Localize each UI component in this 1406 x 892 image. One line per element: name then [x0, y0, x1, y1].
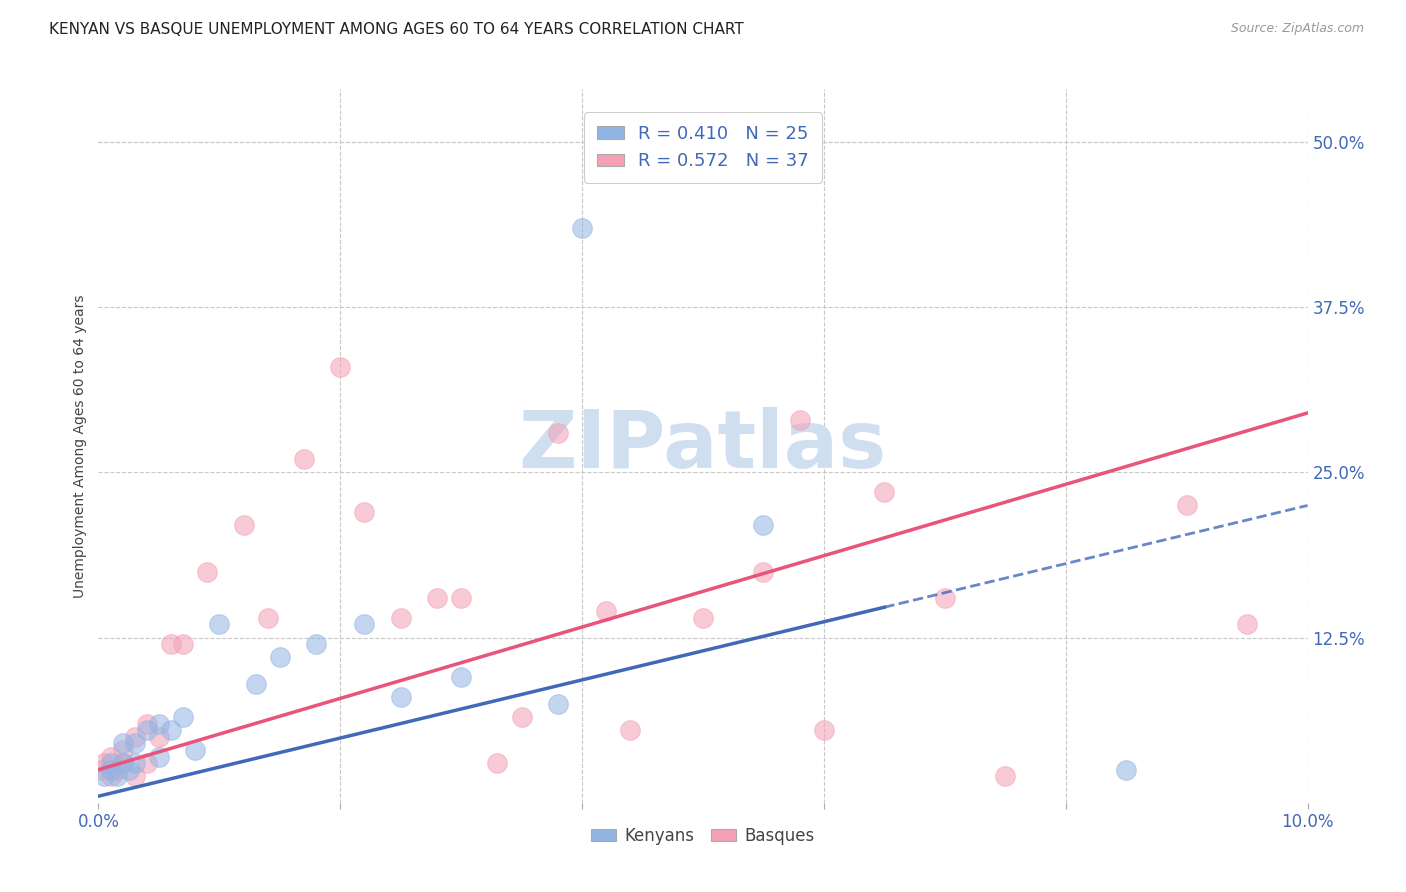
- Point: [994, 769, 1017, 783]
- Point: [571, 221, 593, 235]
- Point: [100, 749, 122, 764]
- Text: Source: ZipAtlas.com: Source: ZipAtlas.com: [1230, 22, 1364, 36]
- Point: [172, 710, 194, 724]
- Point: [450, 591, 472, 605]
- Point: [873, 485, 896, 500]
- Point: [160, 723, 183, 738]
- Point: [135, 723, 157, 738]
- Point: [124, 756, 146, 771]
- Point: [105, 769, 128, 783]
- Point: [135, 716, 157, 731]
- Point: [111, 756, 134, 771]
- Point: [510, 710, 533, 724]
- Point: [232, 518, 254, 533]
- Point: [93, 756, 115, 771]
- Point: [547, 425, 569, 440]
- Point: [353, 617, 375, 632]
- Point: [389, 611, 412, 625]
- Point: [595, 604, 617, 618]
- Point: [329, 359, 352, 374]
- Point: [93, 769, 115, 783]
- Point: [353, 505, 375, 519]
- Point: [172, 637, 194, 651]
- Point: [426, 591, 449, 605]
- Point: [547, 697, 569, 711]
- Point: [124, 769, 146, 783]
- Point: [118, 763, 141, 777]
- Point: [105, 763, 128, 777]
- Point: [100, 763, 122, 777]
- Point: [292, 452, 315, 467]
- Point: [148, 716, 170, 731]
- Point: [1236, 617, 1258, 632]
- Point: [90, 763, 112, 777]
- Point: [1175, 499, 1198, 513]
- Point: [160, 637, 183, 651]
- Point: [269, 650, 291, 665]
- Point: [195, 565, 218, 579]
- Y-axis label: Unemployment Among Ages 60 to 64 years: Unemployment Among Ages 60 to 64 years: [73, 294, 87, 598]
- Point: [692, 611, 714, 625]
- Point: [124, 736, 146, 750]
- Point: [208, 617, 231, 632]
- Point: [450, 670, 472, 684]
- Text: ZIPatlas: ZIPatlas: [519, 407, 887, 485]
- Point: [486, 756, 509, 771]
- Point: [752, 518, 775, 533]
- Point: [135, 756, 157, 771]
- Point: [184, 743, 207, 757]
- Point: [256, 611, 278, 625]
- Point: [752, 565, 775, 579]
- Point: [245, 677, 267, 691]
- Point: [389, 690, 412, 704]
- Point: [148, 749, 170, 764]
- Legend: Kenyans, Basques: Kenyans, Basques: [585, 821, 821, 852]
- Point: [619, 723, 641, 738]
- Point: [111, 736, 134, 750]
- Point: [111, 756, 134, 771]
- Point: [111, 743, 134, 757]
- Point: [148, 730, 170, 744]
- Point: [1115, 763, 1137, 777]
- Point: [789, 412, 811, 426]
- Point: [100, 756, 122, 771]
- Point: [934, 591, 956, 605]
- Text: KENYAN VS BASQUE UNEMPLOYMENT AMONG AGES 60 TO 64 YEARS CORRELATION CHART: KENYAN VS BASQUE UNEMPLOYMENT AMONG AGES…: [49, 22, 744, 37]
- Point: [124, 730, 146, 744]
- Point: [100, 769, 122, 783]
- Point: [813, 723, 835, 738]
- Point: [305, 637, 328, 651]
